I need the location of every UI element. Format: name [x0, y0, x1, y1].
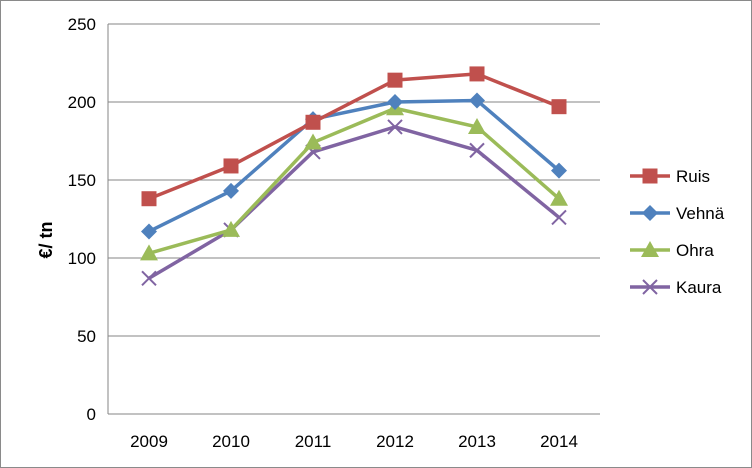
- data-point-vehn--2014: [551, 162, 567, 179]
- series-line-vehn-: [148, 98, 561, 234]
- data-point-kaura-2013: [469, 142, 485, 159]
- data-point-ohra-2014: [550, 189, 568, 206]
- data-point-vehn--2010: [223, 182, 239, 199]
- x-tick-label: 2010: [212, 432, 250, 451]
- legend-item-ruis: Ruis: [630, 167, 710, 186]
- series-line-ruis: [148, 72, 560, 201]
- data-point-kaura-2014: [551, 209, 567, 226]
- data-point-ruis-2009: [141, 191, 157, 207]
- x-tick-label: 2013: [458, 432, 496, 451]
- legend: Ruis Vehnä Ohra Kaura: [630, 167, 725, 297]
- data-point-ohra-2009: [140, 244, 158, 261]
- y-tick-label: 250: [68, 15, 96, 34]
- legend-marker-ruis: [642, 168, 658, 184]
- y-tick-label: 100: [68, 249, 96, 268]
- gridlines: [107, 23, 600, 415]
- data-point-ruis-2013: [469, 66, 485, 82]
- legend-item-vehn-: Vehnä: [630, 204, 725, 223]
- x-tick-label: 2012: [376, 432, 414, 451]
- legend-marker-ohra: [641, 241, 659, 257]
- x-tick-label: 2014: [540, 432, 578, 451]
- legend-label-ohra: Ohra: [676, 241, 714, 260]
- legend-marker-vehn-: [642, 205, 658, 221]
- series-line-kaura: [148, 125, 561, 280]
- data-point-ruis-2011: [305, 114, 321, 130]
- y-tick-labels: 0 50 100 150 200 250: [68, 15, 96, 424]
- data-point-kaura-2009: [141, 270, 157, 286]
- x-tick-label: 2011: [295, 432, 332, 451]
- series-line-ohra: [148, 106, 561, 256]
- data-point-vehn--2013: [469, 92, 485, 109]
- legend-label-ruis: Ruis: [676, 167, 710, 186]
- series-ohra: [140, 99, 568, 261]
- legend-item-ohra: Ohra: [630, 241, 714, 260]
- legend-marker-kaura: [642, 279, 658, 295]
- series-group: [140, 66, 568, 286]
- data-point-ruis-2010: [223, 158, 239, 174]
- y-axis-label: €/ tn: [36, 221, 56, 258]
- x-tick-label: 2009: [130, 432, 168, 451]
- legend-label-kaura: Kaura: [676, 278, 722, 297]
- data-point-ohra-2013: [468, 117, 486, 134]
- data-point-ohra-2010: [222, 220, 240, 237]
- x-tick-labels: 2009 2010 2011 2012 2013 2014: [130, 432, 578, 451]
- series-ruis: [141, 66, 567, 207]
- data-point-ruis-2014: [551, 99, 567, 115]
- y-tick-label: 150: [68, 171, 96, 190]
- y-tick-label: 200: [68, 93, 96, 112]
- data-point-ruis-2012: [387, 72, 403, 88]
- legend-label-vehn-: Vehnä: [676, 204, 725, 223]
- legend-item-kaura: Kaura: [630, 278, 722, 297]
- data-point-vehn--2009: [141, 223, 157, 240]
- data-point-kaura-2012: [387, 119, 403, 135]
- data-point-vehn--2012: [387, 94, 403, 110]
- data-point-ohra-2011: [304, 133, 322, 150]
- y-tick-label: 0: [87, 405, 96, 424]
- series-vehn-: [141, 92, 567, 240]
- y-tick-label: 50: [77, 327, 96, 346]
